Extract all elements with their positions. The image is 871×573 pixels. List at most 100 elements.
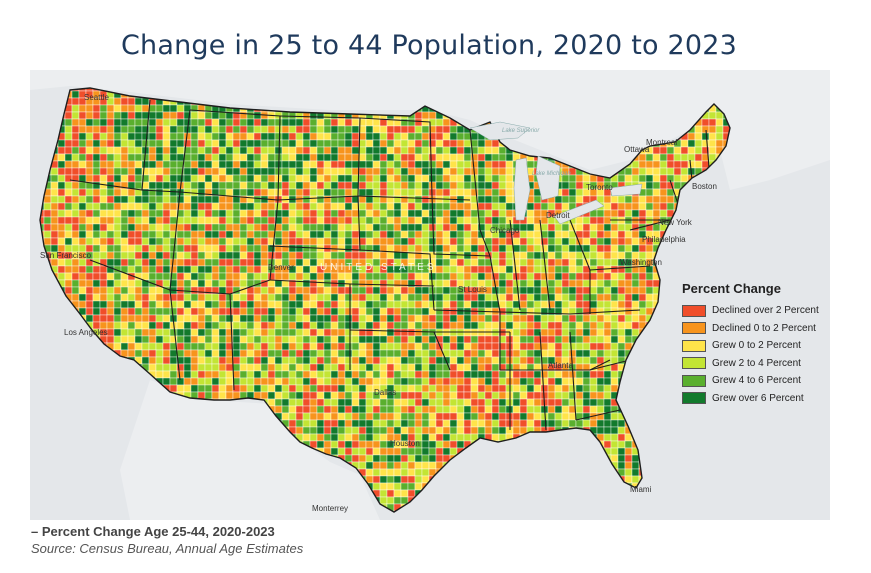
county-tile (533, 230, 542, 239)
county-tile (85, 118, 94, 127)
county-tile (393, 342, 402, 351)
county-tile (169, 160, 178, 169)
county-tile (491, 391, 500, 400)
county-tile (421, 195, 430, 204)
county-tile (302, 223, 311, 232)
county-tile (239, 209, 248, 218)
county-tile (645, 153, 654, 162)
county-tile (288, 314, 297, 323)
county-tile (253, 335, 262, 344)
county-tile (414, 391, 423, 400)
county-tile (512, 391, 521, 400)
county-tile (239, 251, 248, 260)
county-tile (274, 377, 283, 386)
county-tile (379, 286, 388, 295)
county-tile (232, 363, 241, 372)
county-tile (274, 286, 283, 295)
county-tile (239, 202, 248, 211)
county-tile (505, 216, 514, 225)
county-tile (316, 146, 325, 155)
county-tile (498, 377, 507, 386)
county-tile (239, 321, 248, 330)
county-tile (505, 286, 514, 295)
county-tile (337, 160, 346, 169)
county-tile (547, 377, 556, 386)
county-tile (372, 307, 381, 316)
county-tile (267, 293, 276, 302)
county-tile (71, 286, 80, 295)
county-tile (302, 181, 311, 190)
county-tile (127, 146, 136, 155)
county-tile (85, 314, 94, 323)
county-tile (183, 279, 192, 288)
county-tile (211, 111, 220, 120)
county-map[interactable]: Lake Superior Lake Michigan UNITED STATE… (30, 70, 830, 520)
county-tile (372, 139, 381, 148)
county-tile (64, 132, 73, 141)
county-tile (414, 300, 423, 309)
county-tile (260, 237, 269, 246)
county-tile (295, 258, 304, 267)
county-tile (64, 237, 73, 246)
county-tile (274, 349, 283, 358)
county-tile (127, 202, 136, 211)
county-tile (141, 244, 150, 253)
county-tile (239, 349, 248, 358)
county-tile (421, 181, 430, 190)
county-tile (715, 139, 724, 148)
county-tile (498, 174, 507, 183)
county-tile (260, 328, 269, 337)
county-tile (337, 405, 346, 414)
county-tile (183, 237, 192, 246)
county-tile (554, 384, 563, 393)
county-tile (666, 160, 675, 169)
county-tile (596, 342, 605, 351)
county-tile (295, 300, 304, 309)
county-tile (127, 188, 136, 197)
county-tile (197, 216, 206, 225)
county-tile (148, 342, 157, 351)
county-tile (589, 251, 598, 260)
county-tile (211, 181, 220, 190)
county-tile (239, 356, 248, 365)
county-tile (330, 209, 339, 218)
county-tile (155, 314, 164, 323)
county-tile (365, 174, 374, 183)
county-tile (344, 377, 353, 386)
county-tile (519, 356, 528, 365)
county-tile (162, 125, 171, 134)
county-tile (246, 146, 255, 155)
county-tile (610, 272, 619, 281)
county-tile (484, 209, 493, 218)
county-tile (281, 314, 290, 323)
county-tile (680, 146, 689, 155)
county-tile (351, 405, 360, 414)
county-tile (50, 188, 59, 197)
county-tile (463, 300, 472, 309)
county-tile (106, 111, 115, 120)
county-tile (330, 153, 339, 162)
county-tile (337, 237, 346, 246)
county-tile (316, 349, 325, 358)
county-tile (547, 370, 556, 379)
county-tile (666, 146, 675, 155)
county-tile (596, 398, 605, 407)
county-tile (365, 139, 374, 148)
county-tile (253, 356, 262, 365)
county-tile (232, 216, 241, 225)
county-tile (484, 174, 493, 183)
county-tile (442, 167, 451, 176)
county-tile (463, 160, 472, 169)
county-tile (659, 202, 668, 211)
county-tile (582, 300, 591, 309)
county-tile (330, 391, 339, 400)
county-tile (120, 111, 129, 120)
map-frame[interactable]: Lake Superior Lake Michigan UNITED STATE… (30, 70, 830, 520)
county-tile (617, 300, 626, 309)
county-tile (428, 391, 437, 400)
county-tile (456, 398, 465, 407)
county-tile (645, 195, 654, 204)
county-tile (274, 118, 283, 127)
county-tile (589, 370, 598, 379)
county-tile (302, 342, 311, 351)
